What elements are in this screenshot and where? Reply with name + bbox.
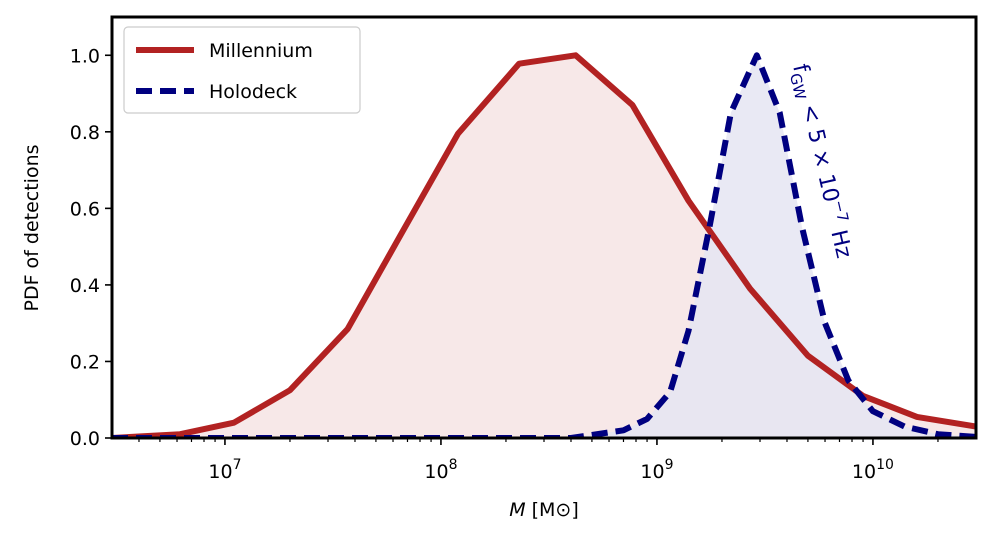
y-tick-label: 0.2 (70, 351, 100, 373)
y-tick-label: 0.8 (70, 122, 100, 144)
x-axis-label: M [M⊙] (509, 499, 579, 521)
series-fills (112, 55, 976, 438)
annotation-rest: < 5 × 10 (795, 95, 843, 205)
y-axis-label: PDF of detections (21, 144, 43, 311)
y-tick-label: 0.6 (70, 198, 100, 220)
y-tick-label: 0.0 (70, 428, 100, 450)
annotation-unit: Hz (824, 221, 856, 261)
x-tick-label: 108 (424, 457, 457, 483)
annotation-sub: GW (786, 72, 810, 102)
legend-label-millennium: Millennium (209, 40, 313, 62)
area-holodeck (112, 55, 976, 438)
y-axis: 0.0 0.2 0.4 0.6 0.8 1.0 (70, 45, 112, 450)
legend-label-holodeck: Holodeck (209, 81, 297, 103)
x-axis: 107 108 109 1010 (138, 438, 939, 483)
y-tick-label: 1.0 (70, 45, 100, 67)
y-tick-label: 0.4 (70, 275, 100, 297)
legend: Millennium Holodeck (123, 26, 361, 114)
series-lines (112, 52, 976, 438)
x-tick-label: 109 (640, 457, 673, 483)
x-axis-label-symbol: M (509, 499, 525, 521)
x-axis-label-unit: [M⊙] (532, 499, 579, 521)
line-holodeck (112, 52, 976, 438)
x-tick-label: 107 (208, 457, 241, 483)
line-millennium (112, 52, 976, 438)
x-tick-label: 1010 (852, 457, 894, 483)
annotation-exp: −7 (830, 198, 853, 224)
